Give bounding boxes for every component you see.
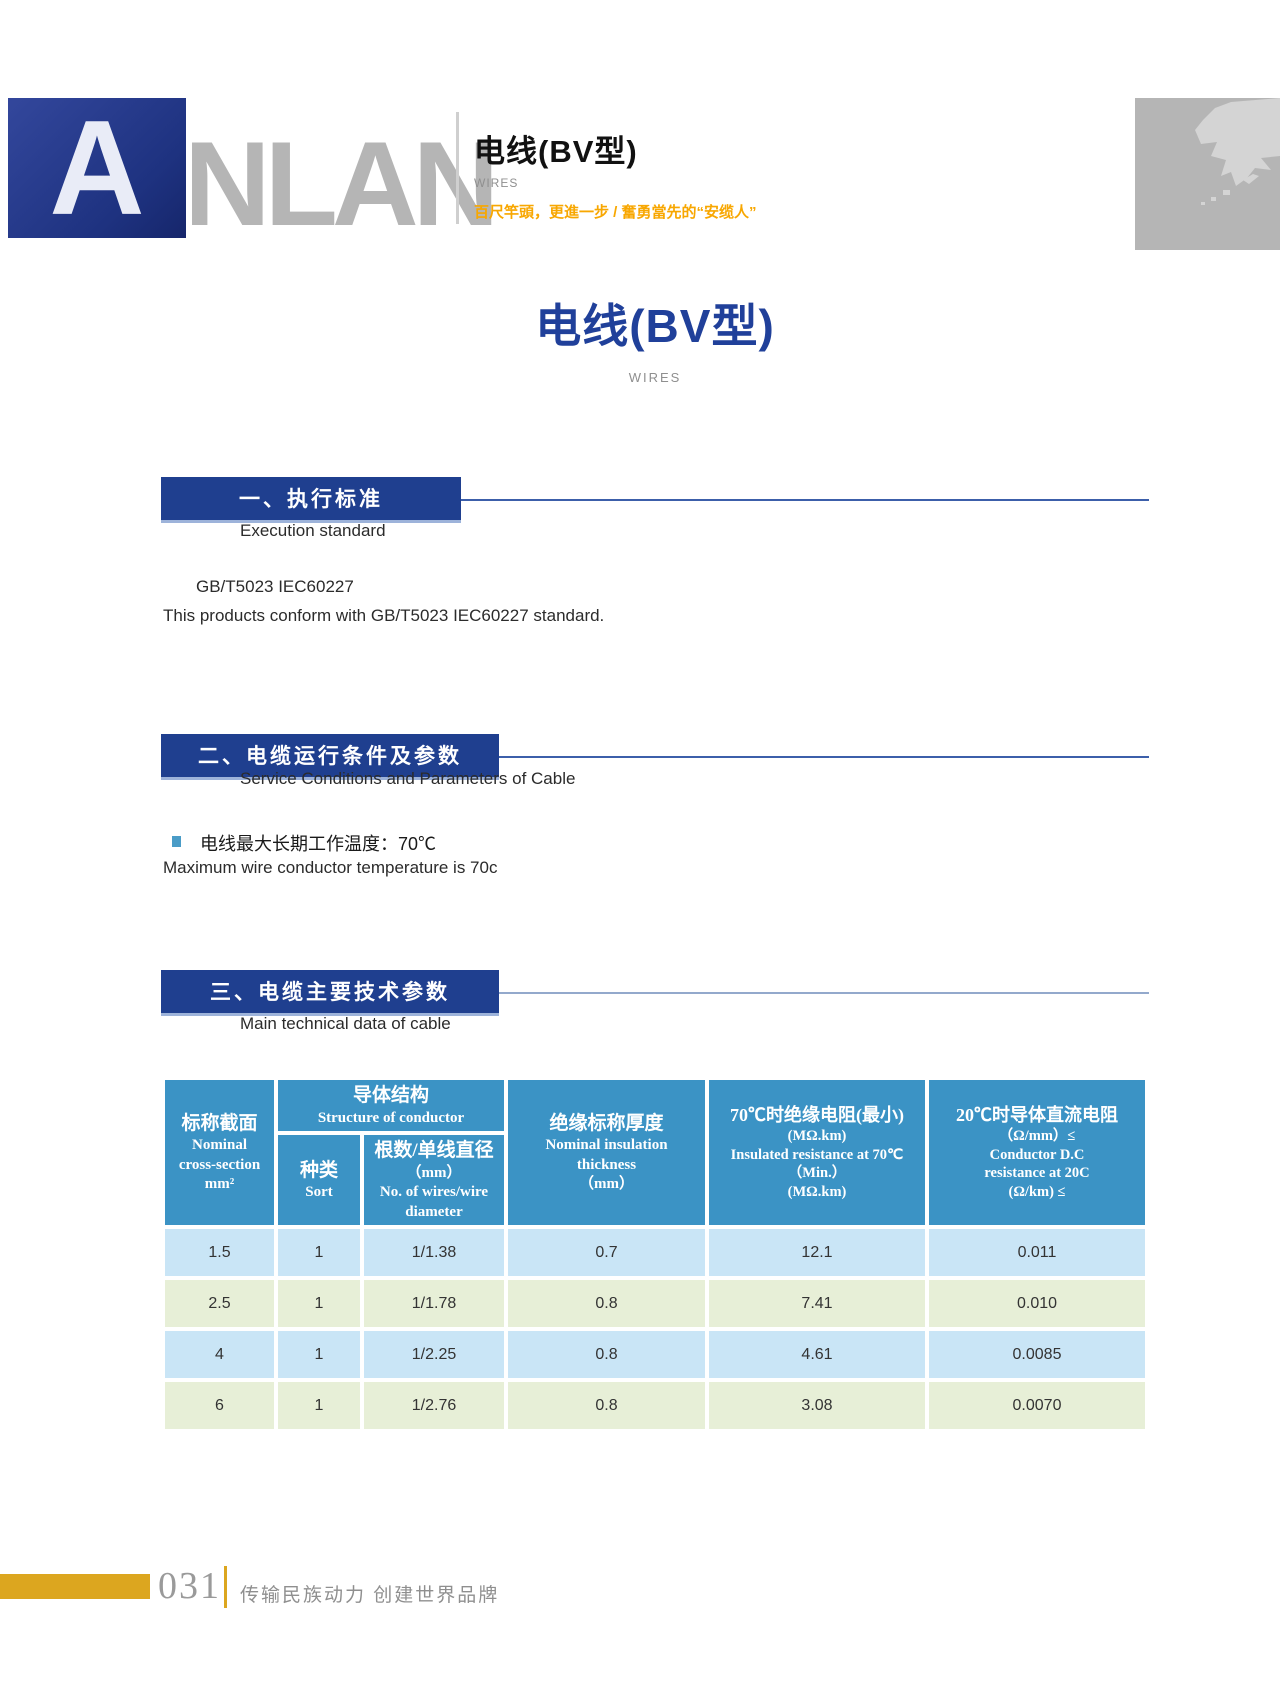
cell: 1 [278,1382,360,1430]
section-3-header: 三、电缆主要技术参数 [161,970,1149,1016]
header-line: （Ω/mm）≤ [998,1128,1076,1145]
cell: 1/2.76 [364,1382,504,1430]
cell: 0.011 [929,1229,1145,1277]
header-line: 导体结构 [352,1085,429,1106]
cell: 1/1.78 [364,1280,504,1328]
header-text-block: 电线(BV型) WIRES 百尺竿頭，更進一步 / 奮勇當先的“安缆人” [474,126,894,222]
cell: 0.0070 [929,1382,1145,1430]
cell: 0.8 [508,1331,705,1379]
bullet-square-icon [172,836,181,847]
cell: 1 [278,1331,360,1379]
section-2-subheading: Service Conditions and Parameters of Cab… [240,769,576,788]
header-line: (MΩ.km) [787,1128,847,1145]
header-line: mm² [204,1176,235,1193]
section-3-heading-box: 三、电缆主要技术参数 [161,970,499,1016]
section-2-bullet-text: 电线最大长期工作温度：70℃ [200,834,437,854]
section-2-heading-box: 二、电缆运行条件及参数 [161,734,499,780]
cell: 1/1.38 [364,1229,504,1277]
cell: 1 [278,1229,360,1277]
section-2-body-text: Maximum wire conductor temperature is 70… [163,858,498,877]
alaska-map-icon [1195,98,1280,205]
cell: 0.8 [508,1382,705,1430]
header-cell-nominal-cross-section: 标称截面 Nominal cross-section mm² [165,1080,274,1226]
page-title-subtitle: WIRES [628,370,682,385]
cell: 4.61 [709,1331,925,1379]
header-line: （Min.） [787,1165,847,1182]
header-line: resistance at 20C [984,1165,1090,1182]
section-2-header: 二、电缆运行条件及参数 [161,734,1149,780]
cell: 1 [278,1280,360,1328]
header-line: Nominal insulation [545,1137,668,1154]
spec-table: 标称截面 Nominal cross-section mm² 导体结构 Stru… [161,1076,1149,1433]
header-line: Nominal [191,1137,247,1154]
section-1-header: 一、执行标准 [161,477,1149,523]
cell: 6 [165,1382,274,1430]
table-row: 4 1 1/2.25 0.8 4.61 0.0085 [165,1331,1145,1379]
header-line: 70℃时绝缘电阻(最小) [730,1104,904,1125]
page-number: 031 [158,1565,221,1607]
page-title: 电线(BV型) [535,300,775,352]
header-cell-insulation-thickness: 绝缘标称厚度 Nominal insulation thickness （mm） [508,1080,705,1226]
header-line: 标称截面 [181,1112,258,1134]
cell: 1.5 [165,1229,274,1277]
page-title-block: 电线(BV型) WIRES [161,290,1149,385]
cell: 0.0085 [929,1331,1145,1379]
header-line: 种类 [299,1159,338,1181]
footer-slogan: 传输民族动力 创建世界品牌 [240,1585,500,1606]
header-line: thickness [576,1156,637,1173]
section-1-standard-text: GB/T5023 IEC60227 [196,577,354,596]
footer-gold-bar [0,1574,150,1599]
section-1-conform-text: This products conform with GB/T5023 IEC6… [163,606,605,625]
section-1-heading-box: 一、执行标准 [161,477,461,523]
section-3-rule-line [499,992,1149,994]
cell: 12.1 [709,1229,925,1277]
cell: 0.010 [929,1280,1145,1328]
header-tagline: 百尺竿頭，更進一步 / 奮勇當先的“安缆人” [474,204,757,221]
header-cell-wires-diameter: 根数/单线直径 （mm） No. of wires/wire diameter [364,1135,504,1226]
header-line: Insulated resistance at 70℃ [730,1146,904,1163]
header-line: （mm） [406,1164,462,1181]
header-line: (Ω/km) ≤ [1008,1183,1066,1200]
header-cell-insulated-resistance-70c: 70℃时绝缘电阻(最小) (MΩ.km) Insulated resistanc… [709,1080,925,1226]
header-cell-sort: 种类 Sort [278,1135,360,1226]
cell: 7.41 [709,1280,925,1328]
header-line: cross-section [178,1156,261,1173]
map-image [1135,98,1280,250]
header-line: Conductor D.C [989,1146,1085,1163]
cell: 1/2.25 [364,1331,504,1379]
logo-anlan-a-tile: A [8,98,186,238]
section-3-subheading: Main technical data of cable [240,1014,451,1033]
table-row: 2.5 1 1/1.78 0.8 7.41 0.010 [165,1280,1145,1328]
header-product-subtitle: WIRES [474,176,519,190]
table-row: 6 1 1/2.76 0.8 3.08 0.0070 [165,1382,1145,1430]
footer-divider-line [224,1566,227,1608]
section-1-subheading: Execution standard [240,521,386,540]
header-line: No. of wires/wire [379,1184,489,1201]
logo-letters-nlan: NLAN [184,117,499,252]
header-line: Sort [305,1184,333,1201]
logo-anlan-wordmark: NLAN [184,104,499,252]
header-cell-structure-of-conductor: 导体结构 Structure of conductor [278,1080,504,1132]
header-line: 绝缘标称厚度 [549,1112,664,1134]
cell: 3.08 [709,1382,925,1430]
section-2-rule-line [499,756,1149,758]
cell: 0.7 [508,1229,705,1277]
logo-letter-a: A [49,92,145,243]
table-row: 1.5 1 1/1.38 0.7 12.1 0.011 [165,1229,1145,1277]
cell: 0.8 [508,1280,705,1328]
header-line: （mm） [579,1176,634,1193]
header-cell-conductor-dc-resistance-20c: 20℃时导体直流电阻 （Ω/mm）≤ Conductor D.C resista… [929,1080,1145,1226]
header-line: diameter [405,1203,463,1220]
cell: 2.5 [165,1280,274,1328]
header-line: 根数/单线直径 [374,1140,494,1162]
header-divider-line [456,112,459,224]
header-line: Structure of conductor [317,1109,465,1126]
section-1-rule-line [461,499,1149,501]
cell: 4 [165,1331,274,1379]
header-line: (MΩ.km) [787,1183,847,1200]
header-product-title: 电线(BV型) [474,134,638,169]
header-line: 20℃时导体直流电阻 [956,1104,1118,1125]
